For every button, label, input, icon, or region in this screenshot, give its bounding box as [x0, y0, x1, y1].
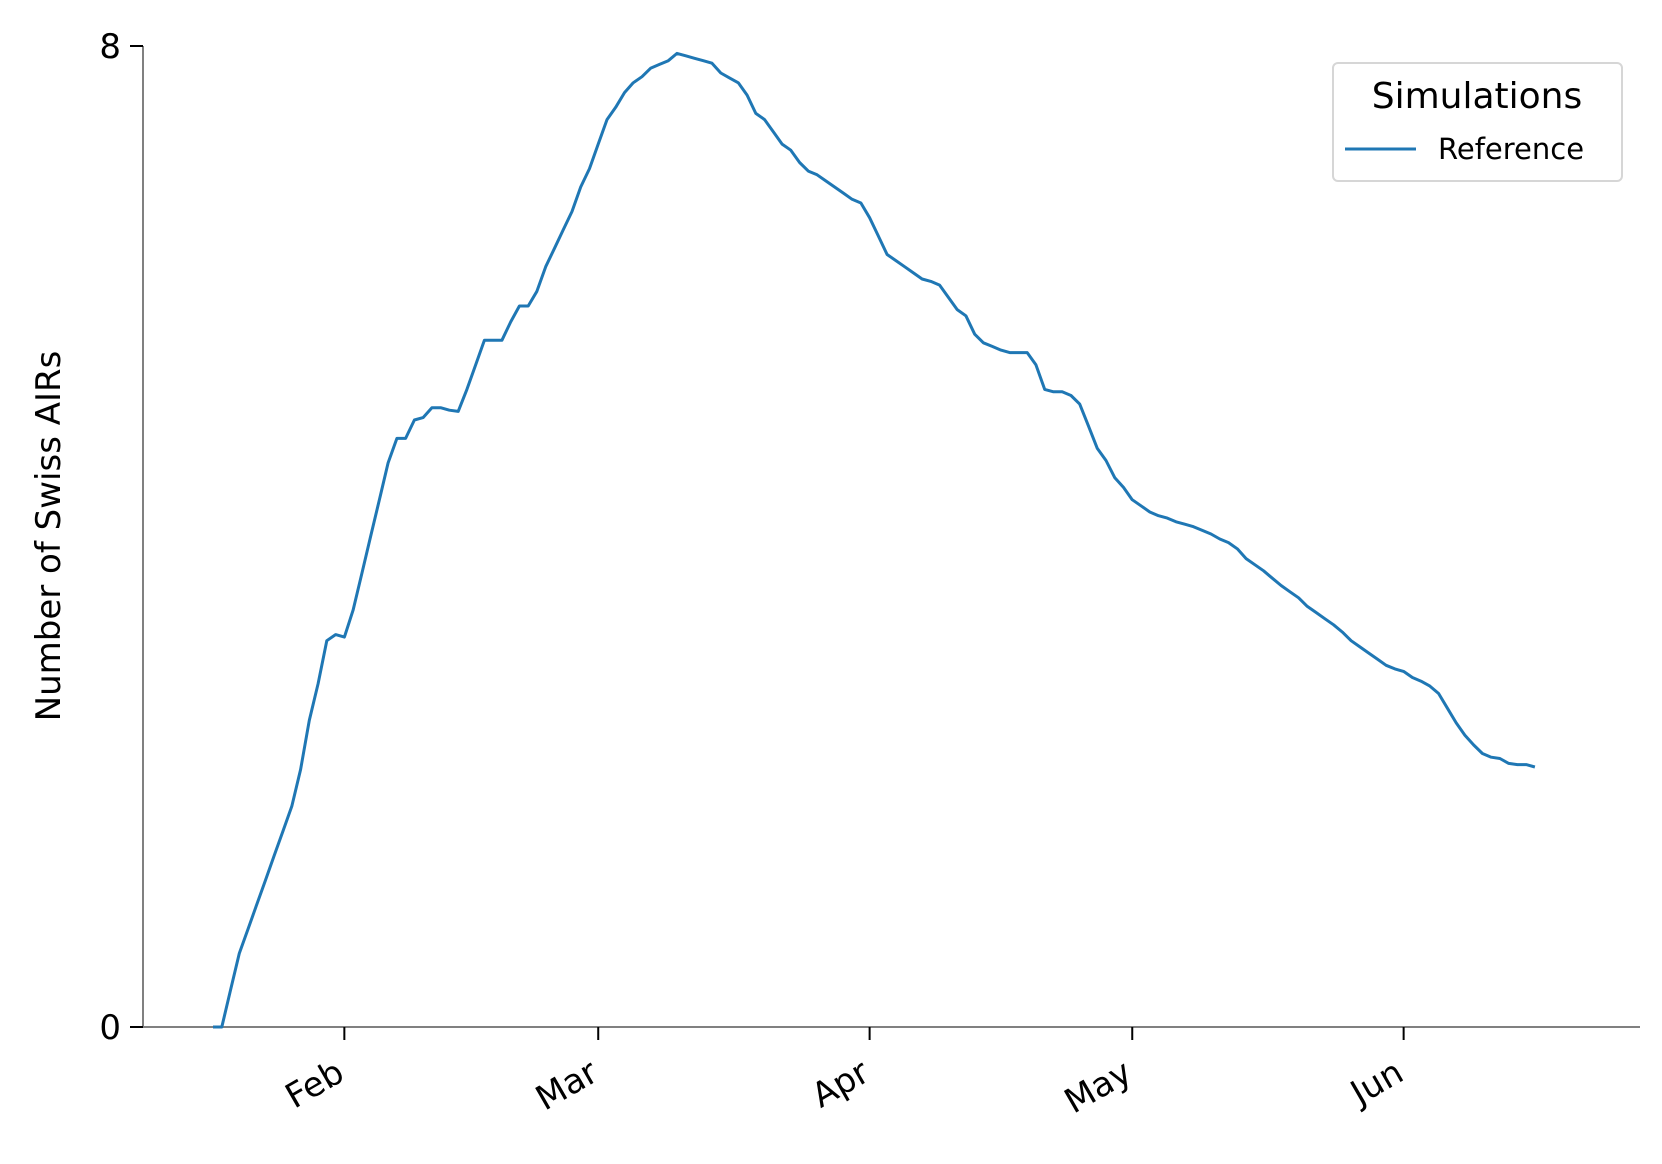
x-tick-label: May: [1058, 1052, 1139, 1122]
x-ticks: Feb Mar Apr May Jun: [279, 1027, 1410, 1122]
y-tick-label: 8: [99, 27, 121, 67]
series-layer: [213, 51, 1536, 1029]
y-tick-label: 0: [99, 1008, 121, 1048]
plot-area: 08 Feb Mar Apr May Jun: [99, 27, 1640, 1122]
x-tick-label: Jun: [1342, 1052, 1410, 1114]
x-tick-label: Apr: [805, 1052, 876, 1116]
x-tick-label: Feb: [279, 1052, 351, 1117]
legend-box: [1332, 62, 1623, 182]
legend-label-reference: Reference: [1438, 132, 1584, 166]
legend: Simulations Reference: [1332, 62, 1623, 182]
x-tick-label: Mar: [529, 1052, 605, 1119]
y-axis-title: Number of Swiss AIRs: [29, 351, 69, 722]
y-ticks: 08: [99, 27, 143, 1048]
legend-title: Simulations: [1372, 76, 1583, 117]
series-line-reference: [213, 51, 1536, 1029]
